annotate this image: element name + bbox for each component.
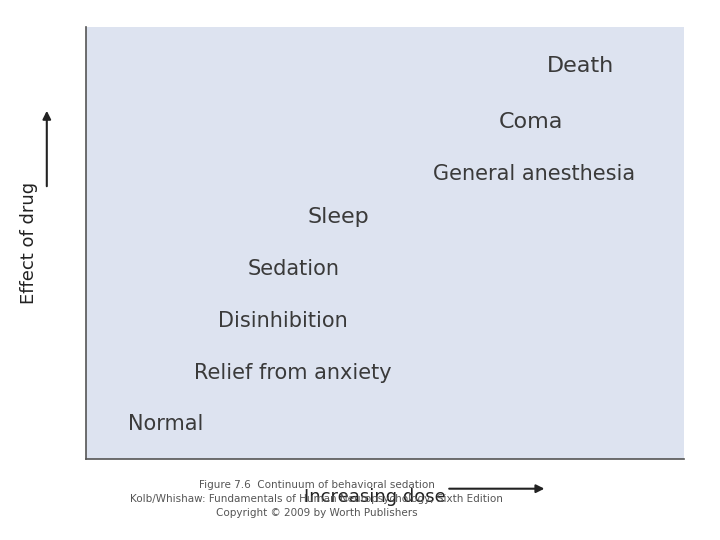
Text: Figure 7.6  Continuum of behavioral sedation
Kolb/Whishaw: Fundamentals of Human: Figure 7.6 Continuum of behavioral sedat… <box>130 481 503 518</box>
Text: Coma: Coma <box>499 112 563 132</box>
Text: Sleep: Sleep <box>307 207 369 227</box>
Text: General anesthesia: General anesthesia <box>433 164 635 184</box>
Text: Normal: Normal <box>128 414 204 435</box>
Text: Sedation: Sedation <box>248 259 340 279</box>
Text: Relief from anxiety: Relief from anxiety <box>194 362 392 383</box>
Text: Effect of drug: Effect of drug <box>19 182 38 304</box>
Text: Disinhibition: Disinhibition <box>218 310 348 331</box>
Text: Increasing dose: Increasing dose <box>304 488 445 506</box>
Text: Death: Death <box>546 56 614 76</box>
